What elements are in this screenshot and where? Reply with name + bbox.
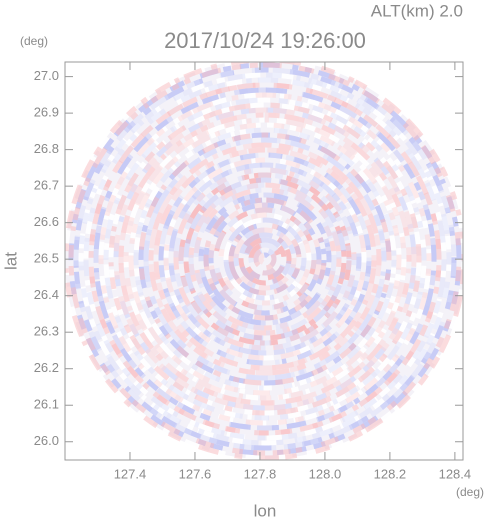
radar-texture — [138, 132, 392, 386]
radar-texture — [203, 197, 327, 321]
radar-texture — [113, 107, 417, 411]
radar-texture — [83, 77, 447, 441]
y-tick-label: 26.1 — [34, 397, 59, 412]
radar-texture — [78, 72, 452, 446]
radar-texture — [193, 187, 337, 331]
radar-texture — [118, 112, 412, 406]
radar-texture — [173, 167, 357, 351]
x-tick-label: 128.0 — [309, 466, 342, 481]
radar-texture — [218, 212, 312, 306]
radar-texture — [253, 247, 277, 271]
radar-texture — [163, 157, 367, 361]
y-tick-label: 26.2 — [34, 360, 59, 375]
x-tick-label: 127.8 — [244, 466, 277, 481]
x-tick-label: 127.6 — [179, 466, 212, 481]
y-tick-label: 26.7 — [34, 178, 59, 193]
radar-texture — [208, 202, 322, 316]
radar-texture — [208, 202, 322, 316]
radar-texture — [198, 192, 332, 326]
y-tick-label: 27.0 — [34, 68, 59, 83]
x-tick-label: 128.2 — [374, 466, 407, 481]
radar-texture — [243, 237, 287, 281]
radar-texture — [108, 102, 422, 416]
radar-texture — [103, 97, 427, 421]
radar-texture — [178, 172, 352, 346]
x-unit: (deg) — [456, 485, 484, 499]
radar-texture — [188, 182, 342, 336]
radar-texture — [213, 207, 317, 311]
radar-texture — [118, 112, 412, 406]
radar-texture — [88, 82, 442, 436]
radar-texture — [258, 252, 272, 266]
y-tick-label: 26.8 — [34, 141, 59, 156]
radar-texture — [228, 222, 302, 296]
radar-texture — [183, 177, 347, 341]
plot-frame — [64, 61, 464, 461]
radar-texture — [133, 127, 397, 391]
radar-texture — [223, 217, 307, 301]
radar-texture — [123, 117, 407, 401]
radar-texture — [143, 137, 387, 381]
y-tick-label: 26.9 — [34, 105, 59, 120]
radar-texture — [158, 152, 372, 366]
x-axis-label: lon — [254, 501, 277, 520]
y-tick-label: 26.0 — [34, 433, 59, 448]
y-tick-label: 26.3 — [34, 324, 59, 339]
radar-texture — [233, 227, 297, 291]
y-axis-label: lat — [1, 252, 20, 270]
radar-texture — [238, 232, 292, 286]
radar-texture — [228, 222, 302, 296]
annotation: ALT(km) 2.0 — [371, 1, 463, 20]
radar-texture — [148, 142, 382, 376]
radar-texture — [158, 152, 372, 366]
radar-texture — [233, 227, 297, 291]
radar-texture — [248, 242, 282, 276]
radar-texture — [153, 147, 377, 371]
y-tick-label: 26.5 — [34, 251, 59, 266]
radar-texture — [83, 77, 447, 441]
chart-title: 2017/10/24 19:26:00 — [164, 28, 366, 53]
x-tick-label: 127.4 — [114, 466, 147, 481]
radar-texture — [148, 142, 382, 376]
x-tick-label: 128.4 — [439, 466, 472, 481]
radar-texture — [98, 92, 432, 426]
radar-texture — [108, 102, 422, 416]
y-tick-label: 26.6 — [34, 214, 59, 229]
radar-texture — [168, 162, 362, 356]
y-tick-label: 26.4 — [34, 287, 59, 302]
radar-texture — [78, 72, 452, 446]
radar-texture — [128, 122, 402, 396]
radar-texture — [68, 62, 462, 456]
radar-texture — [223, 217, 307, 301]
y-unit: (deg) — [20, 34, 48, 48]
radar-texture — [258, 252, 272, 266]
radar-texture — [218, 212, 312, 306]
radar-texture — [93, 87, 437, 431]
